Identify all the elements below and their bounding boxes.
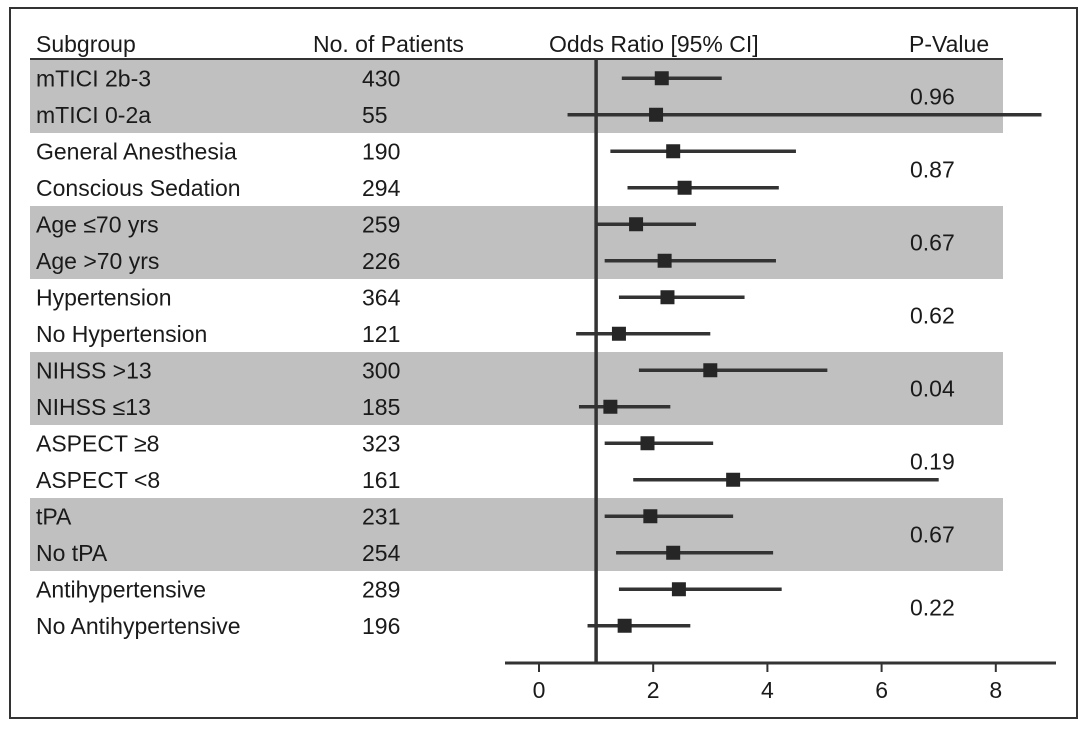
group-shade-band xyxy=(30,498,1003,571)
subgroup-label: No Antihypertensive xyxy=(36,613,241,639)
patient-count: 364 xyxy=(362,284,401,310)
patient-count: 289 xyxy=(362,576,400,602)
subgroup-label: No Hypertension xyxy=(36,321,207,347)
subgroup-label: ASPECT ≥8 xyxy=(36,430,159,456)
subgroup-label: mTICI 0-2a xyxy=(36,102,151,128)
group-shade-band xyxy=(30,206,1003,279)
patient-count: 161 xyxy=(362,467,400,493)
patient-count: 196 xyxy=(362,613,400,639)
patient-count: 226 xyxy=(362,248,400,274)
odds-ratio-marker xyxy=(657,253,672,268)
subgroup-label: NIHSS ≤13 xyxy=(36,394,151,420)
x-tick-label: 4 xyxy=(761,677,774,703)
patient-count: 55 xyxy=(362,102,388,128)
subgroup-label: No tPA xyxy=(36,540,108,566)
column-headers: Subgroup No. of Patients Odds Ratio [95%… xyxy=(36,31,989,57)
patient-count: 231 xyxy=(362,503,400,529)
odds-ratio-marker xyxy=(640,436,655,451)
x-tick-label: 8 xyxy=(989,677,1002,703)
header-odds-ratio: Odds Ratio [95% CI] xyxy=(549,31,759,57)
subgroup-label: Age ≤70 yrs xyxy=(36,211,159,237)
p-value-label: 0.96 xyxy=(910,84,955,110)
odds-ratio-marker xyxy=(654,71,669,86)
p-value-label: 0.62 xyxy=(910,303,955,329)
odds-ratio-marker xyxy=(666,545,681,560)
odds-ratio-marker xyxy=(666,144,681,159)
x-tick-label: 2 xyxy=(647,677,660,703)
p-value-label: 0.67 xyxy=(910,230,955,256)
subgroup-label: Age >70 yrs xyxy=(36,248,159,274)
odds-ratio-marker xyxy=(671,582,686,597)
patient-count: 254 xyxy=(362,540,401,566)
subgroup-rows: 0.96 mTICI 2b-3 430 mTICI 0-2a 55 0.87 General… xyxy=(36,65,955,639)
patient-count: 323 xyxy=(362,430,400,456)
subgroup-label: tPA xyxy=(36,503,72,529)
patient-count: 185 xyxy=(362,394,400,420)
odds-ratio-marker xyxy=(629,217,644,232)
odds-ratio-marker xyxy=(660,290,675,305)
odds-ratio-marker xyxy=(617,618,632,633)
group-shade-band xyxy=(30,352,1003,425)
p-value-label: 0.22 xyxy=(910,595,955,621)
odds-ratio-marker xyxy=(726,472,741,487)
p-value-label: 0.19 xyxy=(910,449,955,475)
odds-ratio-marker xyxy=(677,180,692,195)
subgroup-label: Conscious Sedation xyxy=(36,175,241,201)
estimate-marks xyxy=(567,59,1042,663)
x-tick-label: 6 xyxy=(875,677,888,703)
patient-count: 294 xyxy=(362,175,401,201)
subgroup-label: NIHSS >13 xyxy=(36,357,152,383)
odds-ratio-marker xyxy=(611,326,626,341)
odds-ratio-marker xyxy=(649,107,664,122)
odds-ratio-marker xyxy=(603,399,618,414)
subgroup-label: General Anesthesia xyxy=(36,138,237,164)
odds-ratio-marker xyxy=(643,509,658,524)
p-value-label: 0.04 xyxy=(910,376,955,402)
x-axis: 0 2 4 6 8 xyxy=(505,661,1056,703)
subgroup-label: Antihypertensive xyxy=(36,576,206,602)
subgroup-label: ASPECT <8 xyxy=(36,467,160,493)
patient-count: 121 xyxy=(362,321,400,347)
group-shade-band xyxy=(30,60,1003,133)
header-patients: No. of Patients xyxy=(313,31,464,57)
patient-count: 300 xyxy=(362,357,400,383)
p-value-label: 0.67 xyxy=(910,522,955,548)
header-p-value: P-Value xyxy=(909,31,989,57)
p-value-label: 0.87 xyxy=(910,157,955,183)
odds-ratio-marker xyxy=(703,363,718,378)
group-shading xyxy=(30,60,1003,571)
header-subgroup: Subgroup xyxy=(36,31,136,57)
x-tick-label: 0 xyxy=(533,677,546,703)
subgroup-label: Hypertension xyxy=(36,284,172,310)
subgroup-label: mTICI 2b-3 xyxy=(36,65,151,91)
patient-count: 190 xyxy=(362,138,400,164)
patient-count: 430 xyxy=(362,65,400,91)
patient-count: 259 xyxy=(362,211,400,237)
